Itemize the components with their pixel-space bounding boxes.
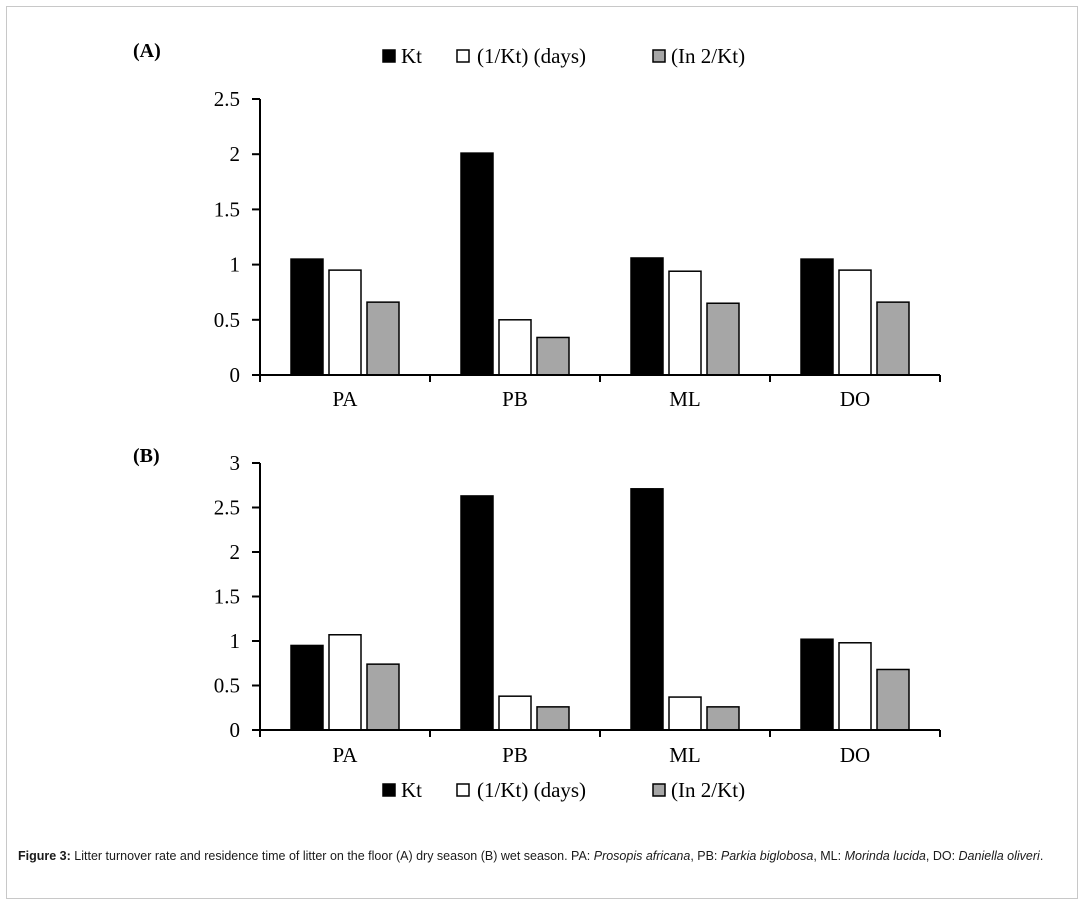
panel-label: (A) bbox=[133, 40, 161, 62]
x-tick-label: PA bbox=[333, 387, 359, 411]
caption-species-do: Daniella oliveri bbox=[958, 849, 1040, 863]
x-tick-label: PB bbox=[502, 387, 528, 411]
bar-1-kt-days-ml bbox=[668, 696, 702, 731]
bar-kt-do bbox=[800, 638, 834, 731]
legend-swatch bbox=[456, 49, 470, 63]
figure-frame bbox=[6, 6, 1078, 899]
bar-kt-do bbox=[800, 258, 834, 376]
y-tick-label: 0.5 bbox=[214, 674, 240, 698]
caption-text: , ML: bbox=[813, 849, 845, 863]
bar-kt-ml bbox=[630, 257, 664, 376]
bar-kt-pa bbox=[290, 258, 324, 376]
y-tick-label: 1 bbox=[230, 629, 241, 653]
legend-swatch bbox=[652, 49, 666, 63]
bar-in-2-kt-pb bbox=[536, 336, 570, 376]
bar-in-2-kt-do bbox=[876, 301, 910, 376]
y-tick-label: 0.5 bbox=[214, 308, 240, 332]
bar-kt-pb bbox=[460, 495, 494, 731]
x-tick-label: DO bbox=[840, 743, 870, 767]
y-tick-label: 2.5 bbox=[214, 87, 240, 111]
y-tick-label: 2 bbox=[230, 142, 241, 166]
bar-in-2-kt-pa bbox=[366, 301, 400, 376]
legend-label: (In 2/Kt) bbox=[671, 778, 745, 802]
figure-svg: (A) 0 0.5 1 1.5 2 2.5 PA PB ML DO Kt (1/Kt) (days) (I… bbox=[133, 40, 941, 802]
y-tick-label: 0 bbox=[230, 363, 241, 387]
caption-text: Litter turnover rate and residence time … bbox=[70, 849, 594, 863]
bar-in-2-kt-do bbox=[876, 668, 910, 731]
bar-in-2-kt-pa bbox=[366, 663, 400, 731]
y-tick-label: 3 bbox=[230, 451, 241, 475]
legend-swatch bbox=[382, 783, 396, 797]
bar-1-kt-days-do bbox=[838, 269, 872, 376]
x-tick-label: PB bbox=[502, 743, 528, 767]
bar-1-kt-days-ml bbox=[668, 270, 702, 376]
legend-label: Kt bbox=[401, 44, 422, 68]
bar-in-2-kt-ml bbox=[706, 302, 740, 376]
bar-in-2-kt-pb bbox=[536, 706, 570, 731]
bar-1-kt-days-pa bbox=[328, 634, 362, 731]
x-tick-label: DO bbox=[840, 387, 870, 411]
y-tick-label: 1 bbox=[230, 253, 241, 277]
bar-kt-pb bbox=[460, 152, 494, 376]
figure-caption: Figure 3: Litter turnover rate and resid… bbox=[18, 848, 1073, 865]
x-tick-label: ML bbox=[669, 743, 701, 767]
chart-panel-a: (A) 0 0.5 1 1.5 2 2.5 PA PB ML DO Kt (1/Kt) (days) (I… bbox=[133, 40, 941, 411]
caption-species-pa: Prosopis africana bbox=[593, 849, 691, 863]
bar-1-kt-days-pb bbox=[498, 695, 532, 731]
bar-in-2-kt-ml bbox=[706, 706, 740, 731]
bar-kt-ml bbox=[630, 488, 664, 731]
bar-kt-pa bbox=[290, 644, 324, 731]
legend-label: (In 2/Kt) bbox=[671, 44, 745, 68]
y-tick-label: 1.5 bbox=[214, 197, 240, 221]
panel-label: (B) bbox=[133, 445, 160, 467]
caption-species-ml: Morinda lucida bbox=[844, 849, 926, 863]
y-tick-label: 2.5 bbox=[214, 496, 240, 520]
bar-1-kt-days-pb bbox=[498, 319, 532, 376]
chart-panel-b: (B) 0 0.5 1 1.5 2 2.5 3 PA PB ML DO Kt (1/Kt) (days) (… bbox=[133, 445, 941, 802]
caption-text: . bbox=[1039, 849, 1044, 863]
legend-label: (1/Kt) (days) bbox=[477, 778, 586, 802]
legend-swatch bbox=[456, 783, 470, 797]
y-tick-label: 0 bbox=[230, 718, 241, 742]
bar-1-kt-days-pa bbox=[328, 269, 362, 376]
legend-label: (1/Kt) (days) bbox=[477, 44, 586, 68]
x-tick-label: ML bbox=[669, 387, 701, 411]
x-tick-label: PA bbox=[333, 743, 359, 767]
y-tick-label: 1.5 bbox=[214, 585, 240, 609]
caption-label: Figure 3: bbox=[18, 849, 71, 863]
legend-swatch bbox=[382, 49, 396, 63]
legend-label: Kt bbox=[401, 778, 422, 802]
bar-1-kt-days-do bbox=[838, 642, 872, 731]
caption-species-pb: Parkia biglobosa bbox=[720, 849, 814, 863]
y-tick-label: 2 bbox=[230, 540, 241, 564]
legend-swatch bbox=[652, 783, 666, 797]
caption-text: , PB: bbox=[690, 849, 721, 863]
caption-text: , DO: bbox=[925, 849, 959, 863]
